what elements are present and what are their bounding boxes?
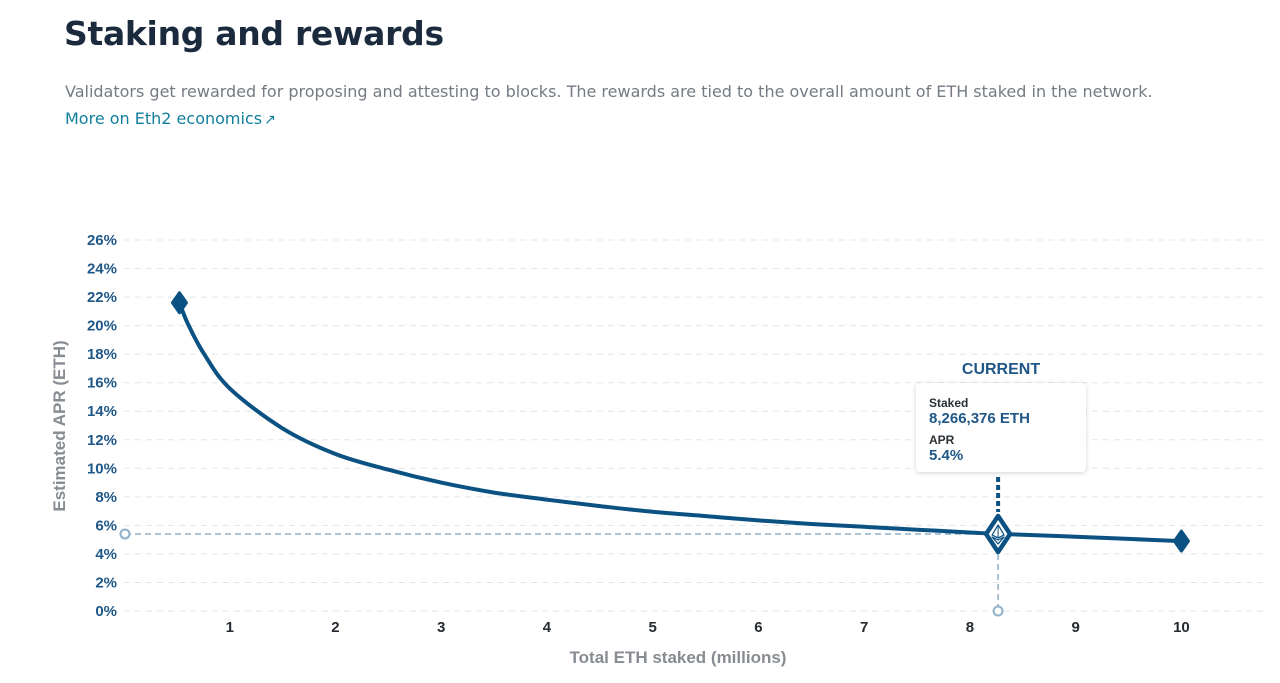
staked-guide-dot (992, 605, 1004, 617)
y-tick-label: 8% (95, 489, 117, 506)
x-tick-label: 1 (226, 619, 234, 636)
page-title: Staking and rewards (64, 14, 444, 53)
y-tick-label: 12% (87, 432, 117, 449)
x-tick-label: 9 (1071, 619, 1079, 636)
x-axis-ticks: 1 2 3 4 5 6 7 8 9 10 (226, 619, 1190, 636)
external-link-arrow-icon: ↗ (264, 112, 276, 128)
x-tick-label: 2 (331, 619, 339, 636)
endpoint-marker[interactable] (170, 291, 188, 315)
endpoint-marker[interactable] (1172, 529, 1190, 553)
y-tick-label: 6% (95, 517, 117, 534)
y-tick-label: 26% (87, 232, 117, 249)
x-tick-label: 5 (649, 619, 657, 636)
y-tick-label: 16% (87, 375, 117, 392)
y-tick-label: 18% (87, 346, 117, 363)
page-description: Validators get rewarded for proposing an… (65, 82, 1153, 101)
grid-lines (124, 239, 1266, 612)
x-tick-label: 6 (754, 619, 762, 636)
current-title: CURRENT (962, 361, 1040, 378)
markers (170, 291, 1190, 555)
apr-label: APR (929, 433, 955, 447)
link-label: More on Eth2 economics (65, 109, 263, 128)
y-tick-label: 20% (87, 318, 117, 335)
x-tick-label: 4 (543, 619, 552, 636)
y-tick-label: 24% (87, 261, 117, 278)
eth-diamond-icon[interactable] (983, 513, 1013, 555)
y-tick-label: 22% (87, 289, 117, 306)
current-tooltip: Staked 8,266,376 ETH APR 5.4% (916, 383, 1086, 472)
eth2-economics-link[interactable]: More on Eth2 economics ↗ (65, 109, 276, 128)
x-tick-label: 8 (966, 619, 974, 636)
current-guides (119, 477, 1004, 617)
y-tick-label: 4% (95, 546, 117, 563)
y-tick-label: 14% (87, 403, 117, 420)
x-tick-label: 10 (1173, 619, 1190, 636)
x-tick-label: 3 (437, 619, 445, 636)
staked-label: Staked (929, 396, 969, 410)
y-axis-label: Estimated APR (ETH) (50, 340, 69, 511)
y-tick-label: 0% (95, 603, 117, 620)
apr-guide-dot (119, 528, 131, 540)
staked-value: 8,266,376 ETH (929, 410, 1030, 427)
y-tick-label: 10% (87, 460, 117, 477)
x-tick-label: 7 (860, 619, 868, 636)
apr-value: 5.4% (929, 447, 964, 464)
y-axis-ticks: 0% 2% 4% 6% 8% 10% 12% 14% 16% 18% 20% 22% 24% 26% (87, 232, 117, 620)
x-axis-label: Total ETH staked (millions) (570, 648, 787, 667)
y-tick-label: 2% (95, 574, 117, 591)
